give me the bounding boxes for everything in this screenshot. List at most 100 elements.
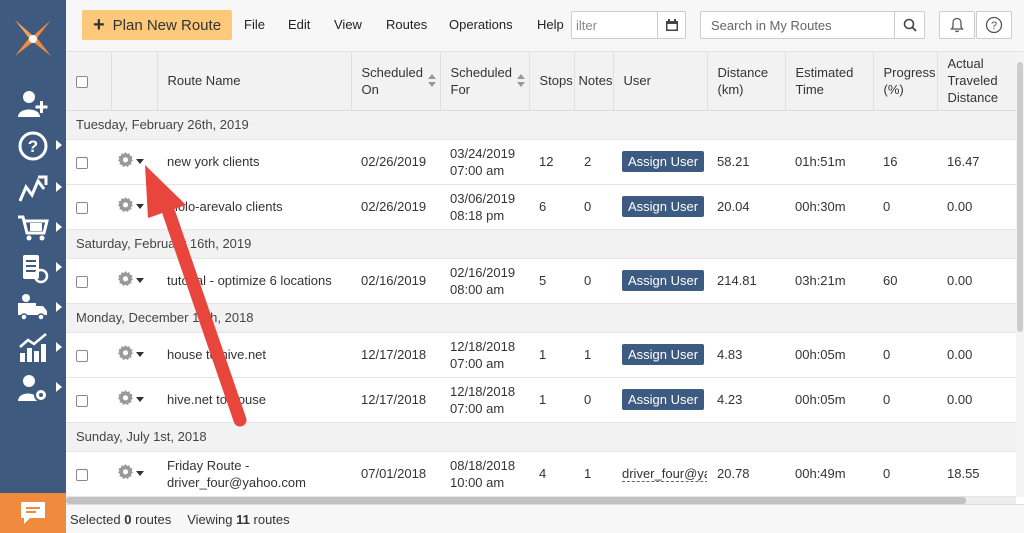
vertical-scrollbar[interactable] [1016,52,1024,497]
assign-user-button[interactable]: Assign User [622,196,705,217]
help-button[interactable]: ? [976,11,1012,39]
routes-table-body: Tuesday, February 26th, 2019 new york cli… [66,110,1016,497]
row-checkbox[interactable] [76,468,88,481]
notes-cell: 0 [574,258,613,304]
assigned-user[interactable]: driver_four@yah [622,466,707,482]
search-input[interactable] [701,12,891,38]
estimated-time-cell: 00h:30m [785,184,873,230]
header-notes[interactable]: Notes [573,52,613,111]
menu-routes[interactable]: Routes [386,17,428,32]
row-checkbox[interactable] [76,275,88,288]
table-row[interactable]: tutorial - optimize 6 locations 02/16/201… [66,258,1016,304]
row-select-cell [66,258,111,304]
route-name-cell: molo-arevalo clients [157,184,351,230]
route-name-link[interactable]: molo-arevalo clients [167,199,283,214]
horizontal-scrollbar[interactable] [66,497,1016,504]
address-book-icon[interactable] [0,248,66,288]
top-toolbar: + Plan New Route File Edit View Routes O… [66,0,1024,52]
date-filter-input[interactable] [572,12,654,38]
select-all-checkbox[interactable] [76,75,88,88]
date-group-label: Tuesday, February 26th, 2019 [66,110,1016,140]
routes-icon[interactable] [0,168,66,208]
table-row[interactable]: new york clients 02/26/2019 03/24/2019 07:0… [66,139,1016,185]
menu-help[interactable]: Help [537,17,564,32]
caret-down-icon [136,471,144,476]
header-stops[interactable]: Stops [528,52,574,111]
progress-cell: 0 [873,451,937,497]
date-group-row: Saturday, February 16th, 2019 [66,229,1016,259]
vehicles-icon[interactable] [0,288,66,328]
header-route-name[interactable]: Route Name [156,52,351,111]
user-settings-icon[interactable] [0,368,66,408]
header-scheduled-on[interactable]: Scheduled On [350,52,440,111]
table-row[interactable]: molo-arevalo clients 02/26/2019 03/06/2019… [66,184,1016,230]
notes-cell: 0 [574,377,613,423]
distance-cell: 4.23 [707,377,785,423]
header-scheduled-for[interactable]: Scheduled For [439,52,529,111]
help-icon[interactable]: ? [0,126,66,166]
row-actions-menu[interactable] [117,463,144,484]
header-user[interactable]: User [612,52,707,111]
menu-view[interactable]: View [334,17,362,32]
row-checkbox[interactable] [76,349,88,362]
search-icon[interactable] [894,12,924,38]
plan-new-route-button[interactable]: + Plan New Route [82,10,232,40]
header-progress[interactable]: Progress (%) [872,52,937,111]
chat-icon [21,502,45,524]
row-actions-cell [111,377,157,423]
routes-table-container: Route Name Scheduled On Scheduled For St… [66,52,1016,497]
route-name-link[interactable]: new york clients [167,154,260,169]
menu-edit[interactable]: Edit [288,17,311,32]
row-select-cell [66,451,111,497]
table-row[interactable]: Friday Route - driver_four@yahoo.com 07/0… [66,451,1016,497]
menu-operations[interactable]: Operations [449,17,513,32]
route-name-link[interactable]: hive.net to house [167,392,267,407]
scheduled-for-date: 08/18/2018 [450,457,516,473]
table-row[interactable]: hive.net to house 12/17/2018 12/18/2018 07:… [66,377,1016,423]
routes-table: Route Name Scheduled On Scheduled For St… [66,52,1016,497]
row-actions-menu[interactable] [117,344,144,365]
row-actions-menu[interactable] [117,151,144,172]
row-actions-cell [111,332,157,378]
header-actual-distance[interactable]: Actual Traveled Distance [936,52,1016,111]
analytics-icon[interactable] [0,328,66,368]
scheduled-on-cell: 02/26/2019 [351,184,440,230]
scheduled-for-cell: 12/18/2018 07:00 am [440,332,529,378]
add-user-icon[interactable] [0,84,66,124]
chat-button[interactable] [0,493,66,533]
menu-file[interactable]: File [244,17,265,32]
route-name-link[interactable]: house to hive.net [167,347,267,362]
assign-user-button[interactable]: Assign User [622,270,705,291]
distance-cell: 20.04 [707,184,785,230]
table-row[interactable]: house to hive.net 12/17/2018 12/18/2018 07:… [66,332,1016,378]
viewing-count: 11 [236,511,250,527]
row-actions-menu[interactable] [117,389,144,410]
cart-icon[interactable] [0,208,66,248]
row-checkbox[interactable] [76,394,88,407]
date-group-label: Monday, December 17th, 2018 [66,303,1016,333]
scheduled-for-cell: 03/24/2019 07:00 am [440,139,529,185]
scheduled-for-cell: 03/06/2019 08:18 pm [440,184,529,230]
assign-user-button[interactable]: Assign User [622,151,705,172]
row-actions-menu[interactable] [117,270,144,291]
horizontal-scrollbar-thumb[interactable] [66,497,966,504]
row-actions-menu[interactable] [117,196,144,217]
notifications-button[interactable] [939,11,975,39]
assign-user-button[interactable]: Assign User [622,389,705,410]
status-footer: Selected 0 routes Viewing 11 routes [66,504,1024,533]
row-checkbox[interactable] [76,201,88,214]
estimated-time-cell: 00h:05m [785,377,873,423]
route-name-link[interactable]: Friday Route - driver_four@yahoo.com [167,457,306,490]
row-checkbox[interactable] [76,156,88,169]
assign-user-button[interactable]: Assign User [622,344,705,365]
distance-cell: 4.83 [707,332,785,378]
header-estimated-time[interactable]: Estimated Time [784,52,873,111]
route-name-link[interactable]: tutorial - optimize 6 locations [167,273,332,288]
vertical-scrollbar-thumb[interactable] [1017,62,1023,332]
select-all-header [66,52,111,111]
calendar-icon[interactable] [657,12,685,38]
estimated-time-cell: 00h:49m [785,451,873,497]
route4me-logo[interactable] [0,0,66,76]
header-distance[interactable]: Distance (km) [706,52,785,111]
svg-text:?: ? [991,20,997,32]
